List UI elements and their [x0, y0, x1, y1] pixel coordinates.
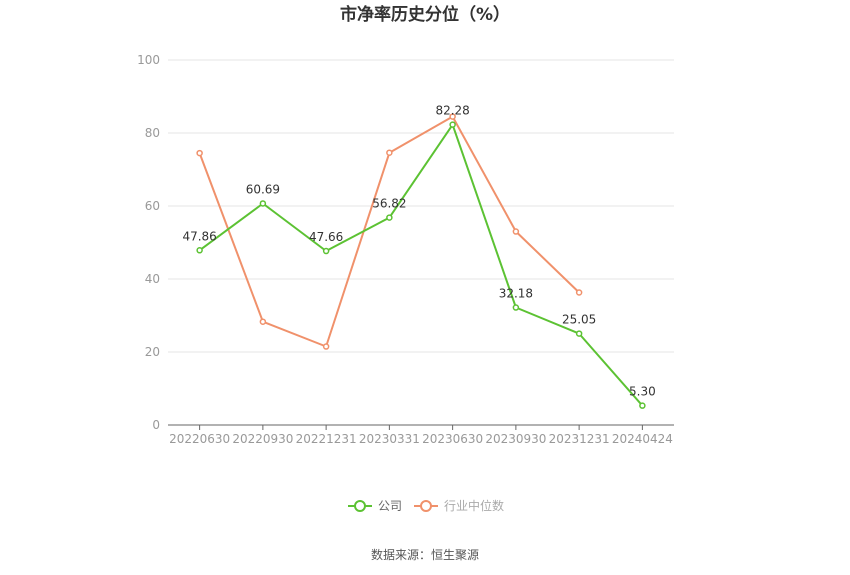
data-labels: 47.86 60.69 47.66 56.82 82.28 32.18 25.05 5.30	[182, 104, 655, 399]
x-axis-ticks: 20220630 20220930 20221231 20230331 20230630…	[169, 432, 673, 446]
data-label-20220930: 60.69	[246, 182, 280, 196]
point-s0-20220630	[196, 247, 203, 254]
data-label-20221231: 47.66	[309, 230, 343, 244]
legend[interactable]: 公司 行业中位数	[348, 498, 504, 513]
point-s1-20220630	[196, 149, 203, 157]
y-tick-label-80: 80	[145, 126, 160, 140]
y-tick-label-0: 0	[152, 418, 160, 432]
data-label-20230331: 56.82	[372, 197, 406, 211]
point-s0-20230331	[386, 214, 393, 221]
point-s0-20231231	[575, 330, 583, 337]
y-tick-label-40: 40	[145, 272, 160, 286]
point-s0-20221231	[322, 247, 330, 255]
series-line-0	[199, 123, 644, 407]
point-s0-20240424	[639, 402, 646, 409]
y-tick-label-60: 60	[145, 199, 160, 213]
x-tick-label-20231231: 20231231	[549, 432, 610, 446]
point-s1-20221231	[322, 343, 330, 350]
data-label-20230930: 32.18	[499, 287, 533, 301]
point-s0-20230930	[512, 304, 520, 311]
y-tick-label-20: 20	[145, 345, 160, 359]
point-s0-20220930	[259, 200, 267, 207]
legend-item-industry-median[interactable]: 行业中位数	[414, 498, 504, 513]
series-lines	[198, 115, 644, 407]
x-tick-label-20221231: 20221231	[296, 432, 357, 446]
data-label-20240424: 5.30	[629, 385, 656, 399]
data-label-20231231: 25.05	[562, 313, 596, 327]
x-tick-label-20230630: 20230630	[422, 432, 483, 446]
x-tick-label-20220930: 20220930	[232, 432, 293, 446]
legend-label-industry-median: 行业中位数	[444, 498, 504, 513]
data-label-20220630: 47.86	[182, 229, 216, 243]
legend-item-company[interactable]: 公司	[348, 499, 402, 513]
y-tick-label-100: 100	[137, 53, 160, 67]
legend-marker-industry-median	[420, 500, 432, 512]
chart-title: 市净率历史分位（%）	[340, 4, 510, 25]
point-s0-20230630	[449, 121, 456, 128]
data-label-20230630: 82.28	[435, 104, 469, 118]
point-s1-20230630	[449, 113, 456, 120]
legend-marker-company	[354, 500, 366, 512]
point-s1-20230331	[386, 149, 393, 156]
x-axis	[168, 424, 674, 430]
x-tick-label-20230930: 20230930	[485, 432, 546, 446]
legend-label-company: 公司	[378, 499, 402, 513]
grid-lines	[168, 59, 674, 353]
series-points	[196, 113, 646, 409]
point-s1-20230930	[512, 228, 520, 235]
point-s1-20220930	[259, 318, 267, 325]
x-tick-label-20220630: 20220630	[169, 432, 230, 446]
point-s1-20231231	[575, 289, 583, 296]
y-axis-ticks: 0 20 40 60 80 100	[137, 53, 160, 432]
x-tick-label-20230331: 20230331	[359, 432, 420, 446]
x-tick-label-20240424: 20240424	[612, 432, 673, 446]
source-note: 数据来源：恒生聚源	[371, 547, 479, 562]
